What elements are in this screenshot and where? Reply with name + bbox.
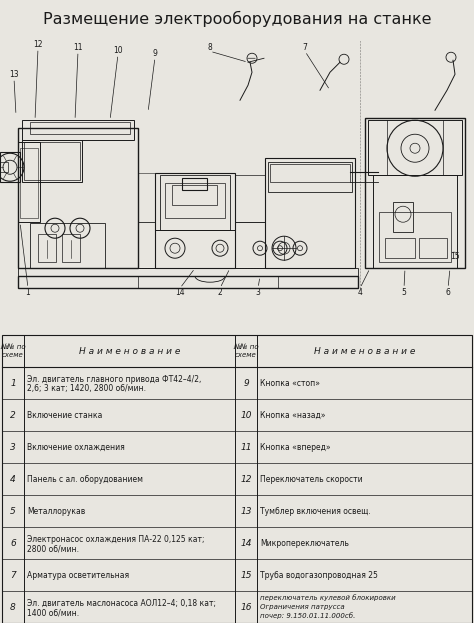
Text: 4: 4 [357,288,363,297]
Text: Н а и м е н о в а н и е: Н а и м е н о в а н и е [314,346,415,356]
Text: Ограничения патрусса: Ограничения патрусса [260,604,345,610]
Bar [270,164,350,182]
Bar [30,223,105,269]
Bar [155,231,235,269]
Bar [419,238,447,258]
Text: 15: 15 [240,571,252,579]
Bar [18,276,358,288]
Text: 3: 3 [255,288,260,297]
Text: Труба водогазопроводная 25: Труба водогазопроводная 25 [260,571,378,579]
Text: 10: 10 [240,411,252,420]
Bar [182,178,207,190]
Bar [160,175,230,231]
Text: 10: 10 [113,45,123,55]
Bar [0,152,20,182]
Text: Тумблер включения освещ.: Тумблер включения освещ. [260,506,371,516]
Text: Панель с ал. оборудованием: Панель с ал. оборудованием [27,475,143,483]
Bar [18,269,358,276]
Text: Эл. двигатель главного привода ФТ42–4/2,: Эл. двигатель главного привода ФТ42–4/2, [27,375,201,384]
Text: почер: 9.150.01.11.000сб.: почер: 9.150.01.11.000сб. [260,612,356,619]
Bar [38,234,56,262]
Text: 14: 14 [175,288,185,297]
Text: 16: 16 [240,602,252,612]
Text: Размещение электрооборудования на станке: Размещение электрооборудования на станке [43,11,431,27]
Bar [62,234,80,262]
Text: 13: 13 [9,70,19,78]
Text: Кнопка «стоп»: Кнопка «стоп» [260,379,320,388]
Text: 14: 14 [240,538,252,548]
Text: 9: 9 [153,49,157,58]
Bar [393,202,413,232]
Text: 2,6; 3 кат; 1420, 2800 об/мин.: 2,6; 3 кат; 1420, 2800 об/мин. [27,384,146,393]
Bar [22,140,82,182]
Text: Металлорукав: Металлорукав [27,506,85,516]
Bar [0,162,8,172]
Text: 1: 1 [10,379,16,388]
Text: 6: 6 [446,288,450,297]
Text: Микропереключатель: Микропереключатель [260,538,349,548]
Text: 7: 7 [302,43,308,52]
Bar [385,238,415,258]
Bar [172,185,217,205]
Text: Кнопка «вперед»: Кнопка «вперед» [260,442,331,452]
Text: Арматура осветительная: Арматура осветительная [27,571,129,579]
Text: Кнопка «назад»: Кнопка «назад» [260,411,326,420]
Text: 2: 2 [218,288,222,297]
Text: Включение охлаждения: Включение охлаждения [27,442,125,452]
Text: 7: 7 [10,571,16,579]
Text: Эл. двигатель маслонасоса АОЛ12–4; 0,18 кат;: Эл. двигатель маслонасоса АОЛ12–4; 0,18 … [27,599,216,607]
Bar [373,175,457,269]
Text: Н а и м е н о в а н и е: Н а и м е н о в а н и е [79,346,180,356]
Text: 12: 12 [33,40,43,49]
Bar [22,120,134,140]
Text: 13: 13 [240,506,252,516]
Text: 9: 9 [243,379,249,388]
Text: 8: 8 [10,602,16,612]
Bar [379,212,451,262]
Text: переключатель кулевой блокировки: переключатель кулевой блокировки [260,594,396,601]
Text: 12: 12 [240,475,252,483]
Text: 3: 3 [10,442,16,452]
Bar [18,142,40,222]
Text: 4: 4 [10,475,16,483]
Bar [365,118,465,269]
Bar [138,276,278,288]
Bar [30,122,130,134]
Text: 6: 6 [10,538,16,548]
Bar [265,158,355,269]
Text: 2800 об/мин.: 2800 об/мин. [27,545,79,553]
Bar [165,183,225,218]
Text: 1400 об/мин.: 1400 об/мин. [27,608,79,617]
Bar [20,148,38,218]
Bar [18,128,138,269]
Text: Электронасос охлаждения ПА-22 0,125 кат;: Электронасос охлаждения ПА-22 0,125 кат; [27,535,204,544]
Text: 8: 8 [208,43,212,52]
Text: 2: 2 [10,411,16,420]
Bar [155,173,235,269]
Text: Переключатель скорости: Переключатель скорости [260,475,363,483]
Text: 5: 5 [10,506,16,516]
Text: 11: 11 [240,442,252,452]
Text: 1: 1 [26,288,30,297]
Text: 11: 11 [73,43,83,52]
Bar [368,120,462,175]
Text: 15: 15 [450,252,460,260]
Text: Включение станка: Включение станка [27,411,102,420]
Text: 5: 5 [401,288,406,297]
Text: №№ по
схеме: №№ по схеме [233,345,259,358]
Text: №№ по
схеме: №№ по схеме [0,345,26,358]
Bar [268,162,352,193]
Bar [24,142,80,180]
